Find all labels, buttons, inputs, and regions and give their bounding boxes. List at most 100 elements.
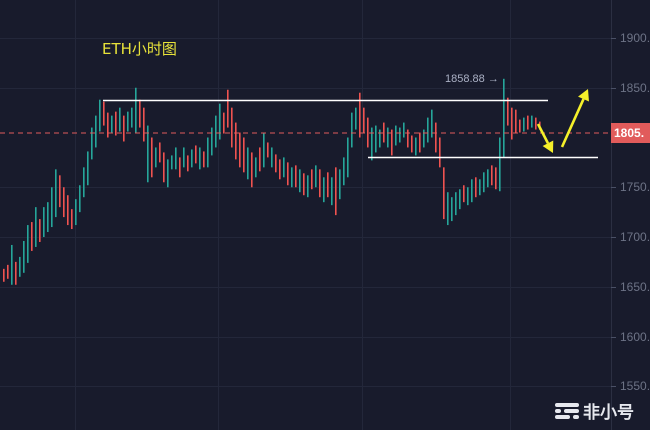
candle xyxy=(171,155,173,170)
candle xyxy=(375,125,377,153)
candle xyxy=(115,111,117,136)
candle xyxy=(323,177,325,203)
candle xyxy=(191,149,193,168)
candle xyxy=(131,107,133,128)
candle xyxy=(75,199,77,226)
candle xyxy=(503,78,505,158)
candle xyxy=(447,192,449,226)
arrow-up-icon[interactable] xyxy=(560,98,585,148)
candle xyxy=(135,87,137,133)
price-axis-label: 1850. xyxy=(620,80,650,95)
candle xyxy=(387,127,389,148)
candle xyxy=(435,122,437,153)
candle xyxy=(403,122,405,138)
candle xyxy=(307,175,309,198)
candle xyxy=(287,162,289,186)
candle xyxy=(15,261,17,285)
candle xyxy=(47,202,49,233)
arrow-down-icon[interactable] xyxy=(536,123,550,144)
candle xyxy=(271,147,273,168)
arrow-right-icon: → xyxy=(487,73,499,85)
candle xyxy=(19,256,21,277)
candle xyxy=(187,155,189,172)
candle xyxy=(415,137,417,156)
candle xyxy=(59,175,61,208)
candle xyxy=(235,122,237,160)
candle xyxy=(267,142,269,158)
candle xyxy=(279,159,281,180)
price-axis-label: 1650. xyxy=(620,279,650,294)
candle xyxy=(351,112,353,148)
candle xyxy=(411,135,413,153)
candle xyxy=(371,127,373,161)
candle xyxy=(471,179,473,203)
candle xyxy=(255,157,257,178)
price-axis-label: 1600. xyxy=(620,329,650,344)
candle xyxy=(339,169,341,200)
candle xyxy=(203,151,205,168)
candle xyxy=(507,97,509,126)
candle xyxy=(283,157,285,178)
candle xyxy=(291,167,293,188)
candle xyxy=(175,147,177,170)
candle xyxy=(491,165,493,186)
candle xyxy=(51,187,53,228)
candle xyxy=(275,154,277,173)
price-axis-label: 1550. xyxy=(620,379,650,394)
candle xyxy=(383,122,385,143)
candle xyxy=(199,147,201,170)
candle xyxy=(99,99,101,132)
candle xyxy=(499,137,501,192)
price-axis-label: 1700. xyxy=(620,230,650,244)
candle xyxy=(139,99,141,128)
candle xyxy=(427,117,429,143)
candle xyxy=(147,125,149,183)
candle xyxy=(535,117,537,130)
candle xyxy=(127,111,129,132)
candle xyxy=(459,189,461,210)
candle xyxy=(91,127,93,160)
watermark-text: 非小号 xyxy=(583,403,634,423)
candle xyxy=(399,127,401,143)
candle xyxy=(119,107,121,132)
candle xyxy=(479,179,481,196)
candle xyxy=(359,92,361,138)
candlestick-bars xyxy=(3,78,541,285)
candle xyxy=(355,107,357,130)
candle xyxy=(79,185,81,213)
current-price-tag: 1805. xyxy=(611,123,650,143)
candle xyxy=(7,264,9,279)
candle xyxy=(55,169,57,218)
candle xyxy=(487,169,489,188)
candle xyxy=(263,132,265,168)
price-axis-label: 1900. xyxy=(620,31,650,45)
candle xyxy=(239,132,241,168)
candle xyxy=(511,107,513,140)
price-axis-ticks xyxy=(611,38,616,387)
candle xyxy=(335,167,337,216)
grid xyxy=(0,0,611,430)
candle xyxy=(43,207,45,237)
candle xyxy=(523,117,525,132)
candle xyxy=(31,222,33,251)
candle xyxy=(179,157,181,178)
candle xyxy=(87,151,89,186)
candle xyxy=(527,115,529,130)
candle xyxy=(439,137,441,168)
watermark: 非小号 xyxy=(555,398,634,423)
candle xyxy=(327,172,329,198)
candle xyxy=(395,125,397,146)
candle xyxy=(363,107,365,133)
candle xyxy=(223,112,225,134)
candle xyxy=(123,115,125,142)
candle xyxy=(207,137,209,168)
candle xyxy=(315,165,317,188)
candle xyxy=(211,127,213,156)
candle xyxy=(143,107,145,142)
candle xyxy=(219,103,221,140)
candle xyxy=(463,185,465,203)
candle xyxy=(163,152,165,183)
feixiaohao-logo-icon xyxy=(555,402,579,420)
candle xyxy=(151,137,153,178)
